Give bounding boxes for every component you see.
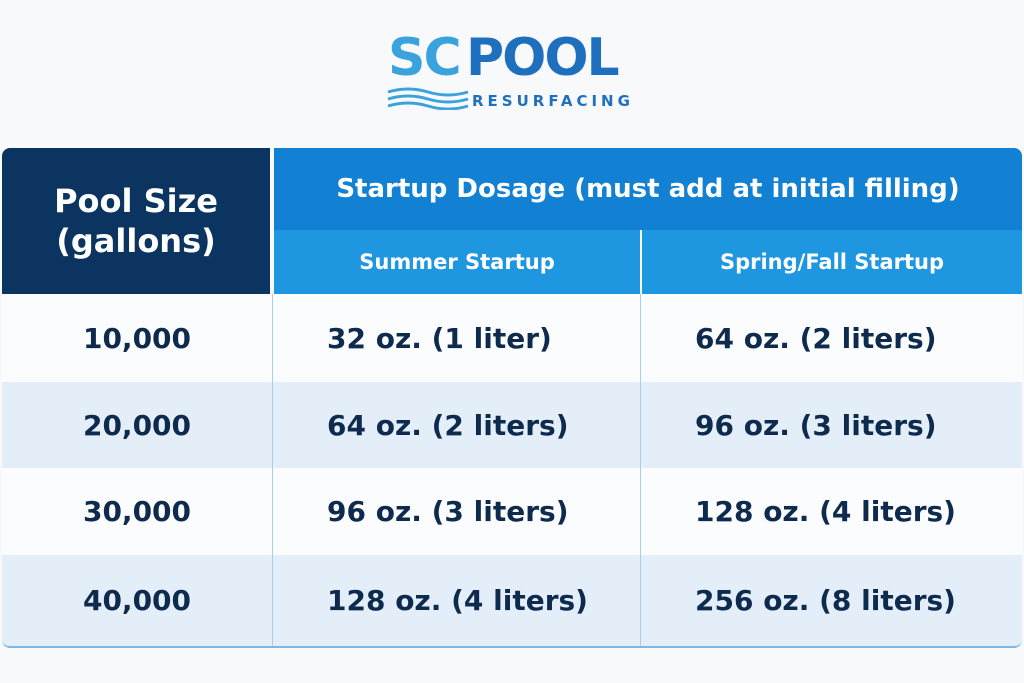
dosage-table: Pool Size (gallons) Startup Dosage (must… — [2, 148, 1022, 648]
header-startup-dosage: Startup Dosage (must add at initial fill… — [274, 148, 1022, 230]
logo: SC POOL RESURFACING — [386, 26, 646, 116]
table-row: 20,000 64 oz. (2 liters) 96 oz. (3 liter… — [2, 382, 1022, 468]
cell-summer: 96 oz. (3 liters) — [272, 468, 640, 555]
table-row: 10,000 32 oz. (1 liter) 64 oz. (2 liters… — [2, 294, 1022, 382]
cell-spring-fall: 64 oz. (2 liters) — [640, 294, 1022, 382]
header-summer: Summer Startup — [274, 230, 640, 294]
cell-size: 20,000 — [82, 408, 192, 442]
logo-sc: SC — [388, 28, 462, 88]
wave-icon — [387, 87, 469, 110]
header-pool-size: Pool Size (gallons) — [2, 148, 270, 294]
header-spring-fall: Spring/Fall Startup — [642, 230, 1022, 294]
cell-summer: 128 oz. (4 liters) — [272, 555, 640, 646]
logo-tagline: RESURFACING — [472, 92, 634, 110]
table-row: 40,000 128 oz. (4 liters) 256 oz. (8 lit… — [2, 555, 1022, 646]
cell-spring-fall: 256 oz. (8 liters) — [640, 555, 1022, 646]
cell-size: 30,000 — [82, 495, 192, 528]
cell-size: 40,000 — [82, 584, 192, 617]
logo-pool: POOL — [466, 28, 620, 88]
cell-spring-fall: 128 oz. (4 liters) — [640, 468, 1022, 555]
cell-spring-fall: 96 oz. (3 liters) — [640, 382, 1022, 468]
table-row: 30,000 96 oz. (3 liters) 128 oz. (4 lite… — [2, 468, 1022, 555]
cell-size: 10,000 — [82, 321, 192, 355]
cell-summer: 32 oz. (1 liter) — [272, 294, 640, 382]
cell-summer: 64 oz. (2 liters) — [272, 382, 640, 468]
